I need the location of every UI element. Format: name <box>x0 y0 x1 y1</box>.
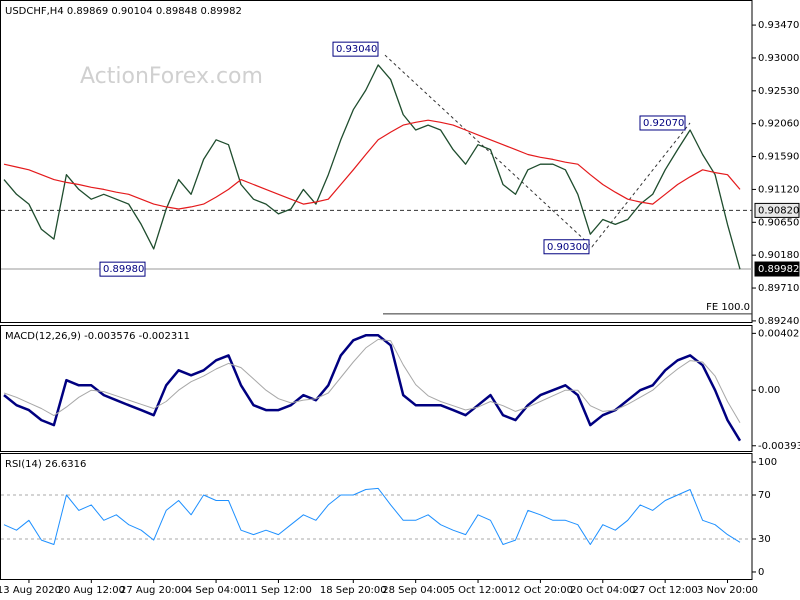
annotation-box <box>99 261 146 277</box>
annotation-box <box>639 115 686 131</box>
panel-frame <box>0 453 753 580</box>
y-tick-label: 0.92060 <box>758 119 799 130</box>
y-tick-label: 0.89710 <box>758 283 799 294</box>
series-line <box>3 487 741 545</box>
x-tick-label: 18 Sep 20:00 <box>320 585 387 596</box>
annotation-label: 0.90300 <box>547 242 588 253</box>
y-tick-label: 0.93470 <box>758 20 799 31</box>
x-tick-label: 20 Oct 04:00 <box>570 585 635 596</box>
y-tick-label: 0.91590 <box>758 152 799 163</box>
annotation-label: 0.89980 <box>103 264 144 275</box>
y-tick-label: 0.00 <box>758 385 780 396</box>
x-tick-label: 13 Aug 2020 <box>0 585 61 596</box>
x-tick-label: 27 Aug 20:00 <box>120 585 187 596</box>
annotation-label: 0.93040 <box>336 44 377 55</box>
panel-frame <box>0 325 753 452</box>
y-tick-label: 0.92530 <box>758 86 799 97</box>
y-tick-label: 30 <box>758 534 771 545</box>
series-line <box>3 119 741 210</box>
x-tick-label: 27 Oct 12:00 <box>633 585 698 596</box>
level-box <box>754 202 800 218</box>
y-tick-label: 70 <box>758 490 771 501</box>
x-tick-label: 28 Sep 04:00 <box>382 585 449 596</box>
watermark: ActionForex.com <box>80 64 263 89</box>
x-tick-label: 4 Sep 04:00 <box>186 585 246 596</box>
y-tick-label: 0.91120 <box>758 184 799 195</box>
y-tick-label: 100 <box>758 457 777 468</box>
series-line <box>3 338 741 424</box>
level-box <box>754 261 800 277</box>
panel-title: USDCHF,H4 0.89869 0.90104 0.89848 0.8998… <box>5 6 242 17</box>
x-tick-label: 12 Oct 20:00 <box>508 585 573 596</box>
panel-title: MACD(12,26,9) -0.003576 -0.002311 <box>5 331 190 342</box>
panel-frame <box>0 0 753 323</box>
fe-label: FE 100.0 <box>706 302 750 313</box>
trend-dash <box>384 54 691 248</box>
annotation-box <box>543 239 590 255</box>
panel-title: RSI(14) 26.6316 <box>5 459 86 470</box>
x-tick-label: 3 Nov 20:00 <box>697 585 758 596</box>
y-tick-label: 0.004029 <box>758 328 800 339</box>
y-tick-label: 0.90180 <box>758 250 799 261</box>
series-line <box>3 334 742 442</box>
y-tick-label: 0.89240 <box>758 316 799 327</box>
y-tick-label: 0.90650 <box>758 217 799 228</box>
level-label: 0.90820 <box>758 205 799 216</box>
level-label: 0.89982 <box>758 264 799 275</box>
y-tick-label: 0 <box>758 567 764 578</box>
annotation-box <box>332 41 379 57</box>
x-tick-label: 20 Aug 12:00 <box>58 585 125 596</box>
x-tick-label: 5 Oct 12:00 <box>449 585 508 596</box>
x-tick-label: 11 Sep 12:00 <box>245 585 312 596</box>
series-line <box>3 64 741 270</box>
y-tick-label: -0.003938 <box>758 441 800 452</box>
y-tick-label: 0.93000 <box>758 53 799 64</box>
annotation-label: 0.92070 <box>643 118 684 129</box>
